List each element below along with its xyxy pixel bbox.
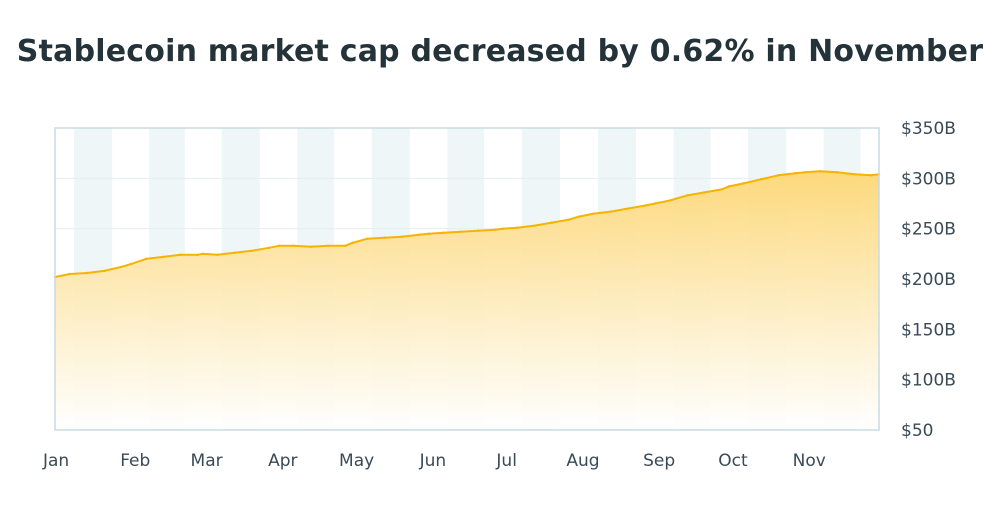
data-point bbox=[233, 251, 236, 255]
data-point bbox=[383, 236, 386, 239]
data-point bbox=[501, 227, 504, 230]
x-tick-label: Oct bbox=[718, 451, 748, 471]
data-point bbox=[144, 257, 148, 261]
x-tick-label: Nov bbox=[793, 451, 826, 471]
data-point bbox=[870, 174, 873, 177]
data-point bbox=[703, 191, 706, 194]
plot-frame bbox=[54, 127, 880, 431]
data-point bbox=[668, 199, 672, 202]
data-point bbox=[179, 253, 182, 257]
data-point bbox=[277, 244, 281, 247]
x-tick-label: Mar bbox=[191, 451, 223, 471]
y-tick-label: $50 bbox=[901, 421, 933, 441]
data-point bbox=[644, 204, 647, 207]
data-point bbox=[742, 182, 745, 185]
data-point bbox=[201, 252, 204, 256]
data-point bbox=[309, 245, 313, 248]
data-point bbox=[85, 271, 89, 275]
data-point bbox=[162, 255, 165, 259]
data-point bbox=[835, 171, 839, 174]
data-point bbox=[250, 249, 253, 253]
data-point bbox=[130, 262, 133, 266]
data-point bbox=[550, 221, 554, 224]
data-point bbox=[794, 172, 797, 175]
x-tick-label: Jul bbox=[495, 451, 517, 471]
x-tick-label: Aug bbox=[566, 451, 599, 471]
data-point bbox=[759, 178, 763, 181]
data-point bbox=[577, 215, 581, 218]
x-tick-label: May bbox=[339, 451, 374, 471]
x-tick-label: Sep bbox=[643, 451, 675, 471]
data-point bbox=[494, 228, 497, 231]
data-point bbox=[442, 231, 445, 234]
data-point bbox=[102, 269, 106, 273]
data-point bbox=[216, 253, 219, 257]
data-point bbox=[776, 174, 780, 177]
data-point bbox=[516, 226, 519, 229]
data-point bbox=[626, 207, 630, 210]
y-tick-label: $100B bbox=[901, 371, 956, 391]
y-tick-label: $150B bbox=[901, 320, 956, 340]
y-tick-label: $300B bbox=[901, 169, 956, 189]
data-point bbox=[196, 253, 199, 257]
data-point bbox=[267, 246, 271, 249]
series-area bbox=[55, 171, 879, 431]
y-tick-label: $200B bbox=[901, 270, 956, 290]
data-point bbox=[727, 185, 731, 188]
data-point bbox=[685, 194, 689, 197]
data-point bbox=[459, 230, 463, 233]
data-point bbox=[853, 173, 856, 176]
data-point bbox=[326, 244, 330, 247]
data-point bbox=[720, 188, 723, 191]
data-point bbox=[292, 244, 295, 247]
x-tick-label: Jan bbox=[42, 451, 69, 471]
data-point bbox=[417, 233, 421, 236]
data-point bbox=[609, 210, 613, 213]
chart-title: Stablecoin market cap decreased by 0.62%… bbox=[16, 34, 984, 69]
x-tick-label: Jun bbox=[419, 451, 447, 471]
data-point bbox=[476, 229, 480, 232]
data-point bbox=[804, 171, 807, 174]
data-point bbox=[400, 235, 404, 238]
x-tick-label: Apr bbox=[268, 451, 297, 471]
y-tick-label: $350B bbox=[901, 119, 956, 139]
data-point bbox=[120, 265, 123, 269]
data-point bbox=[68, 272, 71, 276]
data-point bbox=[344, 244, 347, 247]
y-tick-label: $250B bbox=[901, 220, 956, 240]
x-tick-label: Feb bbox=[120, 451, 150, 471]
y-axis: $50 $100B $150B $200B $250B $300B $350B bbox=[901, 119, 956, 441]
x-axis: Jan Feb Mar Apr May Jun Jul Aug Sep Oct Nov bbox=[42, 451, 826, 471]
data-point bbox=[567, 218, 571, 221]
data-point bbox=[351, 241, 354, 244]
data-point bbox=[427, 232, 431, 235]
data-point bbox=[533, 224, 536, 227]
data-point bbox=[818, 170, 822, 173]
data-point bbox=[653, 202, 657, 205]
data-point bbox=[366, 237, 369, 240]
data-point bbox=[592, 212, 595, 215]
